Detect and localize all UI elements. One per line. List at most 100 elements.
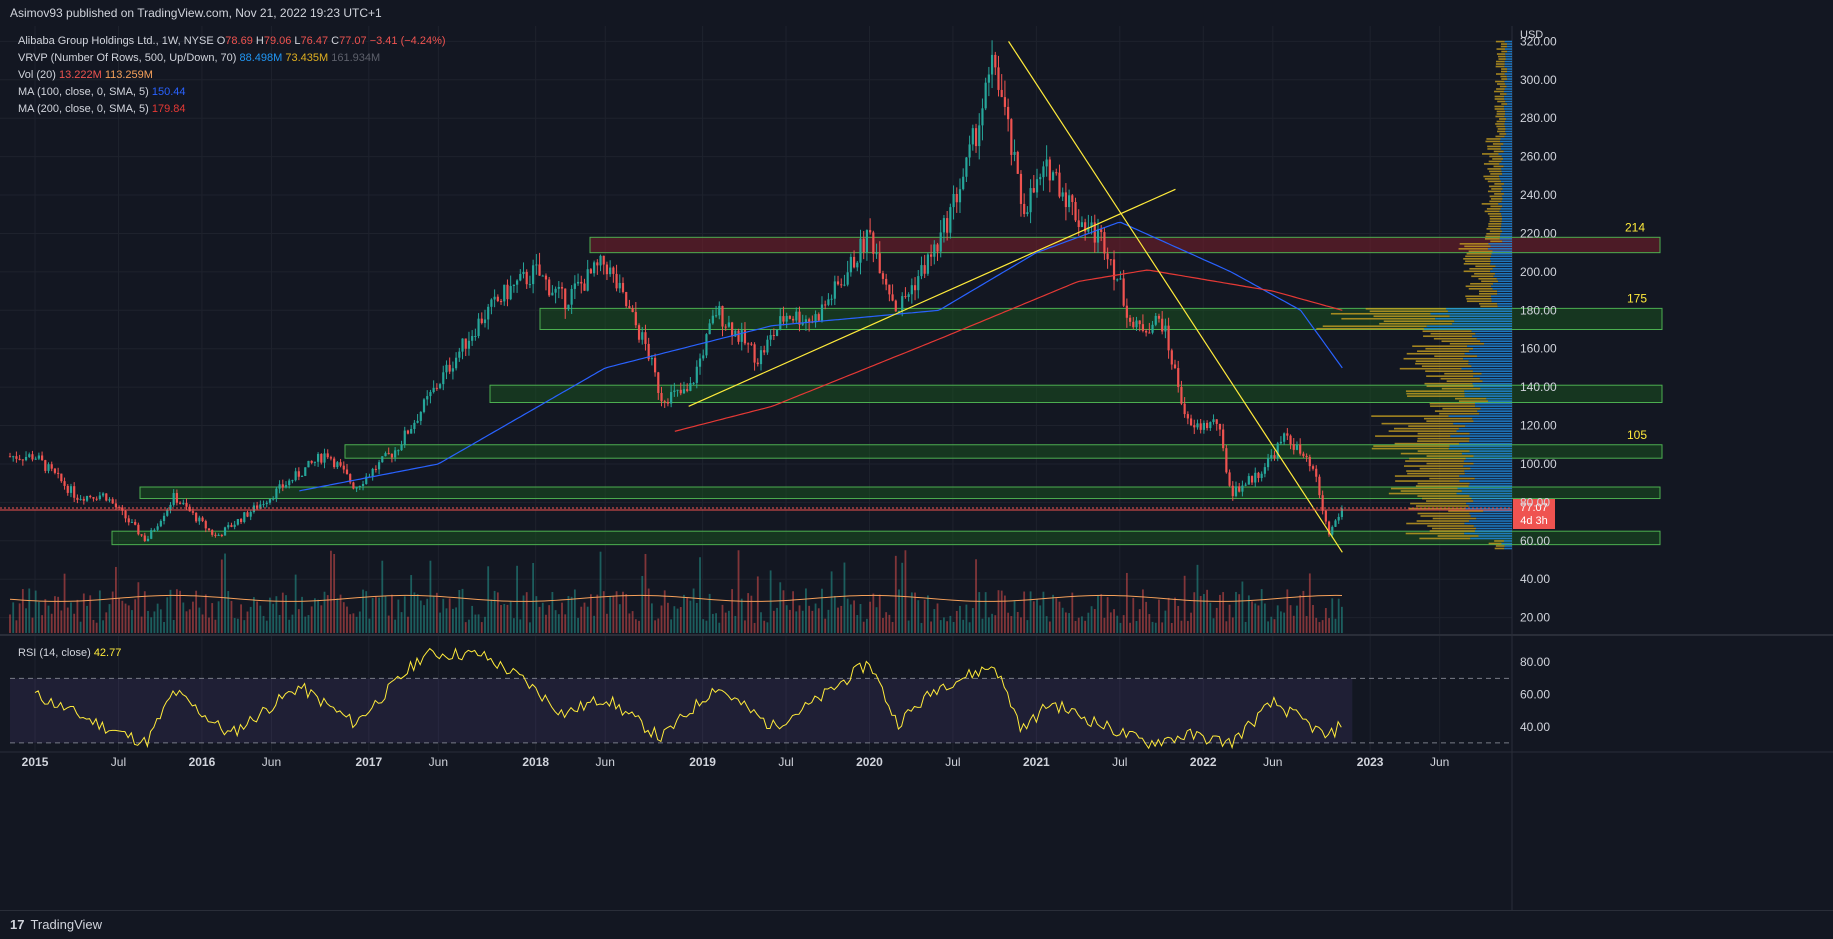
vrvp-bar-down (1375, 435, 1451, 437)
vrvp-bar-down (1437, 535, 1479, 537)
vrvp-bar-down (1408, 507, 1466, 510)
vrvp-bar-up (1504, 108, 1512, 110)
vrvp-bar-up (1488, 400, 1512, 402)
vrvp-bar-up (1469, 450, 1512, 452)
vrvp-bar-up (1473, 455, 1512, 457)
volume-bar (628, 613, 631, 633)
price-tick: 140.00 (1520, 380, 1557, 394)
volume-bar (73, 613, 76, 633)
volume-bar (644, 553, 647, 633)
volume-bar (82, 593, 85, 633)
candle-body (615, 273, 618, 289)
volume-bar (939, 620, 942, 633)
vrvp-bar-down (1487, 180, 1502, 183)
candle-body (1039, 177, 1042, 180)
candle-body (374, 468, 377, 470)
vrvp-bar-down (1433, 337, 1477, 340)
volume-bar (1177, 605, 1180, 633)
candle-body (150, 530, 153, 539)
vrvp-bar-down (1426, 500, 1474, 502)
candle-body (673, 390, 676, 393)
vrvp-bar-up (1469, 482, 1512, 485)
candle-body (740, 330, 743, 342)
candle-body (1241, 485, 1244, 492)
vrvp-bar-down (1494, 90, 1504, 93)
candle-body (1225, 448, 1228, 473)
vrvp-bar-up (1502, 173, 1512, 175)
vrvp-bar-up (1469, 495, 1512, 497)
vrvp-bar-down (1434, 355, 1478, 358)
volume-bar (965, 604, 968, 633)
volume-bar (917, 600, 920, 633)
vrvp-bar-down (1381, 422, 1454, 425)
candle-body (175, 493, 178, 503)
candle-body (1231, 485, 1234, 497)
candle-body (252, 505, 256, 513)
trendlines[interactable] (688, 41, 1343, 553)
candle-body (461, 338, 464, 352)
candle-body (448, 364, 451, 372)
vrvp-bar-down (1415, 362, 1469, 365)
candle-body (410, 428, 413, 434)
volume-bar (577, 617, 579, 633)
candle-body (557, 286, 560, 289)
vrvp-bar-up (1501, 160, 1512, 163)
volume-bar (1222, 592, 1225, 633)
candle-body (487, 306, 490, 320)
countdown-value: 4d 3h (1520, 515, 1548, 527)
vrvp-bar-down (1488, 225, 1502, 228)
candle-body (528, 284, 532, 286)
candle-body (1334, 520, 1337, 527)
vrvp-bar-down (1490, 205, 1503, 208)
vrvp-bar-up (1475, 405, 1512, 407)
logo-text: TradingView (30, 917, 103, 932)
price-tick: 120.00 (1520, 419, 1557, 433)
candle-body (143, 535, 146, 542)
candle-body (695, 366, 698, 383)
candle-body (98, 495, 101, 500)
candle-body (300, 475, 304, 477)
vrvp-bar-down (1487, 213, 1502, 215)
vrvp-bar-up (1493, 275, 1512, 278)
candle-body (477, 318, 480, 336)
vrvp-bar-up (1504, 125, 1512, 128)
candle-body (849, 256, 852, 273)
legend-part: 88.498M (240, 52, 286, 64)
candle-body (971, 128, 974, 145)
candle-body (101, 493, 105, 496)
vrvp-bar-down (1408, 425, 1466, 427)
vrvp-bar-down (1494, 540, 1504, 542)
candle-body (878, 253, 881, 274)
candle-body (467, 340, 471, 349)
candle-body (775, 329, 779, 336)
volume-bar (179, 590, 181, 633)
volume-bar (660, 605, 663, 633)
legend-part: RSI (14, close) (18, 647, 94, 659)
volume-bar (618, 604, 621, 633)
candle-body (57, 472, 60, 474)
legend-part: 13.222M (59, 69, 105, 81)
candle-body (926, 254, 929, 274)
candle-body (1292, 444, 1295, 450)
candle-body (137, 524, 140, 535)
candle-body (881, 273, 885, 279)
volume-bar (9, 614, 11, 633)
volume-bar (580, 606, 583, 633)
vrvp-bar-up (1473, 420, 1512, 422)
vrvp-bar-up (1474, 402, 1512, 405)
candle-body (1074, 201, 1077, 221)
tradingview-logo[interactable]: 17 TradingView (10, 917, 102, 932)
vrvp-bar-down (1440, 377, 1480, 380)
candle-body (458, 351, 461, 358)
vrvp-bar-up (1481, 372, 1512, 375)
candle-body (1273, 455, 1276, 458)
volume-bar (201, 614, 204, 633)
vrvp-bar-up (1494, 272, 1512, 275)
candle-body (1093, 222, 1096, 243)
volume-bar (249, 606, 252, 633)
vrvp-bar-down (1495, 115, 1505, 118)
vrvp-bar-down (1492, 158, 1504, 160)
vrvp-bar-up (1503, 150, 1512, 153)
vrvp-bar-up (1504, 547, 1512, 550)
